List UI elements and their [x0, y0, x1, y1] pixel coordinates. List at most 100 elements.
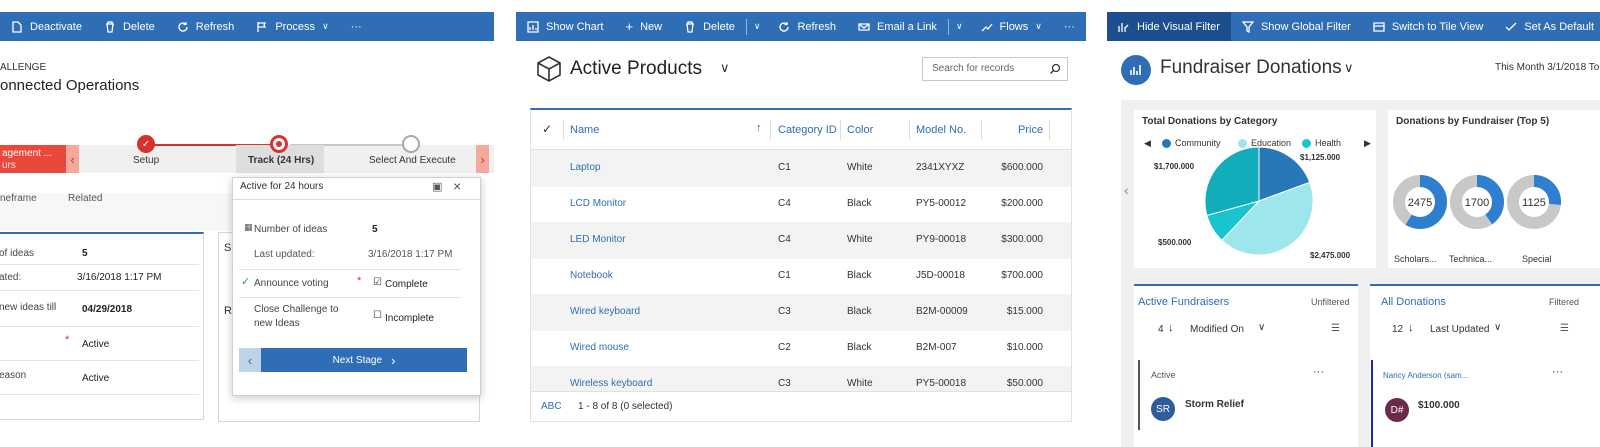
stage-next-button[interactable]: › — [476, 145, 489, 173]
close-icon[interactable]: × — [453, 178, 462, 194]
delete-button[interactable]: Delete — [673, 12, 746, 41]
table-row[interactable]: Laptop C1 White 2341XYXZ $600.000 — [531, 150, 1071, 187]
select-all-check-icon[interactable]: ✓ — [542, 122, 553, 136]
field-value[interactable]: 04/29/2018 — [82, 304, 133, 315]
legend-community[interactable]: Community — [1162, 138, 1221, 149]
sort-down-icon[interactable]: ↓ — [1168, 322, 1174, 334]
donut-chart[interactable]: 1125 — [1506, 174, 1562, 230]
legend-education[interactable]: Education — [1238, 138, 1291, 149]
tab-related[interactable]: Related — [68, 193, 103, 204]
email-dropdown[interactable]: ∨ — [949, 12, 970, 41]
expand-icon[interactable]: ▣ — [432, 181, 443, 193]
field-value[interactable]: 5 — [82, 248, 88, 259]
more-icon[interactable]: ··· — [1313, 366, 1324, 378]
fundraiser-name[interactable]: Special — [1522, 254, 1552, 264]
show-global-filter-button[interactable]: Show Global Filter — [1231, 12, 1362, 41]
table-row[interactable]: LED Monitor C4 White PY9-00018 $300.000 — [531, 222, 1071, 259]
list-title[interactable]: All Donations — [1381, 296, 1446, 308]
tab-timeframe[interactable]: neframe — [0, 193, 37, 204]
legend-next[interactable]: ▶ — [1364, 138, 1371, 148]
stage-select[interactable]: Select And Execute — [369, 155, 456, 166]
deactivate-button[interactable]: Deactivate — [0, 12, 93, 41]
new-button[interactable]: + New — [614, 12, 673, 41]
pie-slice-other[interactable] — [1204, 146, 1260, 217]
search-icon[interactable] — [1049, 63, 1061, 75]
track-stage-marker[interactable] — [270, 135, 288, 153]
check-icon[interactable]: ✓ — [137, 135, 155, 153]
pie-slice-community[interactable] — [1258, 146, 1311, 202]
stage-track[interactable]: Track (24 Hrs) — [248, 155, 315, 166]
cell-name[interactable]: Notebook — [570, 270, 613, 281]
refresh-button[interactable]: Refresh — [166, 12, 246, 41]
field-value[interactable]: Active — [82, 339, 110, 350]
fundraiser-name[interactable]: Technica... — [1449, 254, 1493, 264]
chevron-down-icon[interactable]: ∨ — [1258, 322, 1266, 333]
more-icon[interactable]: ··· — [1552, 366, 1563, 378]
table-row[interactable]: Notebook C1 Black J5D-00018 $700.000 — [531, 258, 1071, 295]
next-stage-button[interactable]: Next Stage › — [261, 348, 467, 372]
chevron-left-icon[interactable]: ‹ — [1124, 182, 1129, 198]
column-name[interactable]: Name — [570, 124, 600, 136]
field-value[interactable]: Active — [82, 373, 110, 384]
sort-up-icon[interactable]: ↑ — [756, 122, 762, 134]
show-chart-button[interactable]: Show Chart — [516, 12, 614, 41]
chevron-down-icon: ∨ — [753, 21, 761, 31]
more-commands-button[interactable]: ··· — [1053, 12, 1086, 41]
cell-name[interactable]: Wired mouse — [570, 342, 629, 353]
list-title[interactable]: Active Fundraisers — [1138, 296, 1230, 308]
flows-button[interactable]: Flows ∨ — [970, 12, 1053, 41]
view-options-icon[interactable]: ☰ — [1331, 323, 1340, 334]
sort-down-icon[interactable]: ↓ — [1408, 322, 1414, 334]
table-row[interactable]: LCD Monitor C4 Black PY5-00012 $200.000 — [531, 186, 1071, 223]
records-grid: ✓ Name ↑ Category ID Color Model No. Pri… — [530, 108, 1072, 422]
chevron-down-icon[interactable]: ∨ — [1494, 322, 1502, 333]
legend-health[interactable]: Health — [1302, 138, 1341, 149]
chevron-down-icon[interactable]: ∨ — [1344, 60, 1354, 75]
sort-field[interactable]: Modified On — [1190, 324, 1244, 335]
more-commands-button[interactable]: ··· — [340, 12, 373, 41]
donation-amount[interactable]: $100.000 — [1418, 400, 1460, 411]
num-ideas-value[interactable]: 5 — [372, 224, 378, 235]
table-row[interactable]: Wired keyboard C3 Black B2M-00009 $15.000 — [531, 294, 1071, 331]
view-title[interactable]: Active Products — [570, 58, 702, 79]
legend-prev[interactable]: ◀ — [1144, 138, 1151, 148]
cell-color: White — [847, 234, 873, 245]
stage-setup[interactable]: Setup — [133, 155, 160, 166]
dashboard-title[interactable]: Fundraiser Donations — [1160, 57, 1342, 78]
column-color[interactable]: Color — [847, 124, 874, 136]
delete-dropdown[interactable]: ∨ — [747, 12, 768, 41]
refresh-button[interactable]: Refresh — [767, 12, 847, 41]
previous-stage-button[interactable]: ‹ — [239, 348, 261, 372]
active-stage[interactable]: agement ... urs — [0, 145, 66, 173]
pie-slice-education[interactable] — [1221, 181, 1314, 256]
hide-visual-filter-button[interactable]: Hide Visual Filter — [1107, 12, 1231, 41]
cell-name[interactable]: Wireless keyboard — [570, 378, 653, 389]
set-default-button[interactable]: Set As Default — [1494, 12, 1600, 41]
sort-field[interactable]: Last Updated — [1430, 324, 1490, 335]
column-model-no[interactable]: Model No. — [916, 124, 967, 136]
donut-chart[interactable]: 2475 — [1392, 174, 1448, 230]
cell-name[interactable]: Laptop — [570, 162, 601, 173]
switch-tile-view-button[interactable]: Switch to Tile View — [1362, 12, 1495, 41]
delete-button[interactable]: Delete — [93, 12, 166, 41]
process-button[interactable]: Process ∨ — [245, 12, 339, 41]
item-name[interactable]: Storm Relief — [1185, 399, 1244, 410]
checkbox-unchecked[interactable]: ☐ — [373, 310, 382, 321]
chevron-down-icon[interactable]: ∨ — [720, 60, 730, 75]
cell-name[interactable]: LED Monitor — [570, 234, 626, 245]
email-link-button[interactable]: Email a Link — [847, 12, 948, 41]
view-options-icon[interactable]: ☰ — [1560, 323, 1569, 334]
table-row[interactable]: Wired mouse C2 Black B2M-007 $10.000 — [531, 330, 1071, 367]
alphabet-filter[interactable]: ABC — [541, 401, 562, 412]
cell-name[interactable]: Wired keyboard — [570, 306, 641, 317]
select-stage-marker[interactable] — [402, 135, 420, 153]
donut-chart[interactable]: 1700 — [1449, 174, 1505, 230]
column-price[interactable]: Price — [1018, 124, 1044, 136]
checkbox-checked[interactable]: ☑ — [373, 277, 382, 288]
fundraiser-name[interactable]: Scholars... — [1394, 254, 1437, 264]
donor-link[interactable]: Nancy Anderson (sam... — [1383, 371, 1469, 380]
stage-prev-button[interactable]: ‹ — [66, 145, 79, 173]
column-category-id[interactable]: Category ID — [778, 124, 837, 136]
search-input[interactable]: Search for records — [922, 57, 1068, 81]
cell-name[interactable]: LCD Monitor — [570, 198, 627, 209]
